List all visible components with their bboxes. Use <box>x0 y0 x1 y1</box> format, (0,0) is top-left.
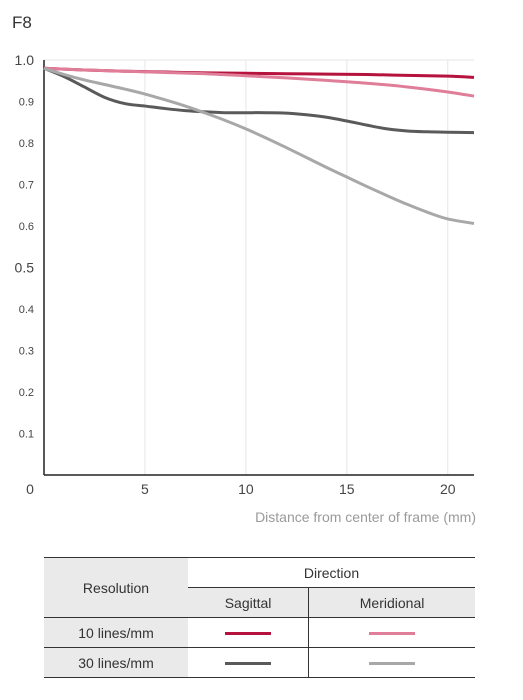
swatch-s30 <box>225 662 272 666</box>
mtf-chart: 1.0 0.9 0.8 0.7 0.6 0.5 0.4 0.3 0.2 0.1 0 5 10 15 20 <box>15 52 475 497</box>
legend-resolution-header: Resolution <box>44 557 188 618</box>
swatch-m30 <box>369 662 416 666</box>
legend-meridional-header: Meridional <box>308 587 475 618</box>
legend-swatch-meridional-10 <box>308 617 475 648</box>
y-tick-label-0.2: 0.2 <box>19 387 34 399</box>
legend-direction-header: Direction <box>188 557 475 588</box>
swatch-m10 <box>369 632 416 636</box>
y-tick-label-0.4: 0.4 <box>19 304 34 316</box>
x-tick-label-0: 0 <box>26 481 34 497</box>
series-line-m10 <box>43 66 475 98</box>
legend-swatch-sagittal-10 <box>188 617 310 648</box>
legend-row-10-label: 10 lines/mm <box>44 617 188 648</box>
legend-swatch-meridional-30 <box>308 647 475 678</box>
chart-title: F8 <box>12 13 32 32</box>
swatch-s10 <box>225 632 272 636</box>
x-axis-label: Distance from center of frame (mm) <box>255 509 476 525</box>
series-line-m30 <box>43 66 475 225</box>
y-tick-label-0.9: 0.9 <box>19 97 34 109</box>
y-tick-label-0.5: 0.5 <box>15 260 35 276</box>
legend-table: Resolution Direction Sagittal Meridional… <box>44 557 475 678</box>
x-tick-label-20: 20 <box>440 481 456 497</box>
y-tick-label-1.0: 1.0 <box>15 52 35 68</box>
y-tick-label-0.7: 0.7 <box>19 180 34 192</box>
legend-row-30-label: 30 lines/mm <box>44 647 188 678</box>
x-tick-label-5: 5 <box>141 481 149 497</box>
x-tick-label-10: 10 <box>238 481 254 497</box>
series-line-s30 <box>43 66 475 135</box>
x-tick-label-15: 15 <box>339 481 355 497</box>
legend-swatch-sagittal-30 <box>188 647 310 678</box>
y-tick-label-0.8: 0.8 <box>19 138 34 150</box>
y-tick-label-0.1: 0.1 <box>19 429 34 441</box>
y-tick-label-0.6: 0.6 <box>19 221 34 233</box>
y-tick-label-0.3: 0.3 <box>19 346 34 358</box>
legend-sagittal-header: Sagittal <box>188 587 310 618</box>
